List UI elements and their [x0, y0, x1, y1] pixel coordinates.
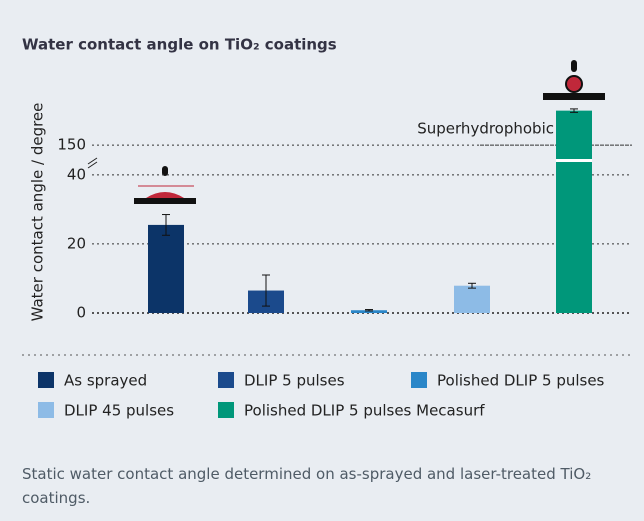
bar-break — [556, 159, 592, 162]
chart-title: Water contact angle on TiO₂ coatings — [22, 36, 337, 54]
legend-label: Polished DLIP 5 pulses Mecasurf — [244, 402, 485, 420]
legend-label: DLIP 5 pulses — [244, 372, 345, 390]
legend-swatch — [218, 402, 234, 418]
panel: Water contact angle on TiO₂ coatings Wat… — [0, 0, 644, 521]
y-tick-label: 150 — [57, 136, 86, 154]
legend-swatch — [411, 372, 427, 388]
y-tick-label: 0 — [76, 304, 86, 322]
bar — [148, 225, 184, 313]
bar — [556, 111, 592, 313]
legend-swatch — [38, 372, 54, 388]
bar — [454, 286, 490, 313]
legend-label: As sprayed — [64, 372, 147, 390]
axis-break — [88, 158, 97, 168]
y-tick-label: 40 — [67, 165, 86, 183]
legend-label: Polished DLIP 5 pulses — [437, 372, 605, 390]
legend-label: DLIP 45 pulses — [64, 402, 174, 420]
y-tick-label: 20 — [67, 234, 86, 252]
legend-swatch — [218, 372, 234, 388]
legend-swatch — [38, 402, 54, 418]
caption: Static water contact angle determined on… — [22, 462, 622, 510]
chart: Water contact angle on TiO₂ coatings Wat… — [0, 0, 644, 521]
annotation: Superhydrophobic — [417, 120, 554, 138]
y-axis-label: Water contact angle / degree — [29, 103, 47, 322]
